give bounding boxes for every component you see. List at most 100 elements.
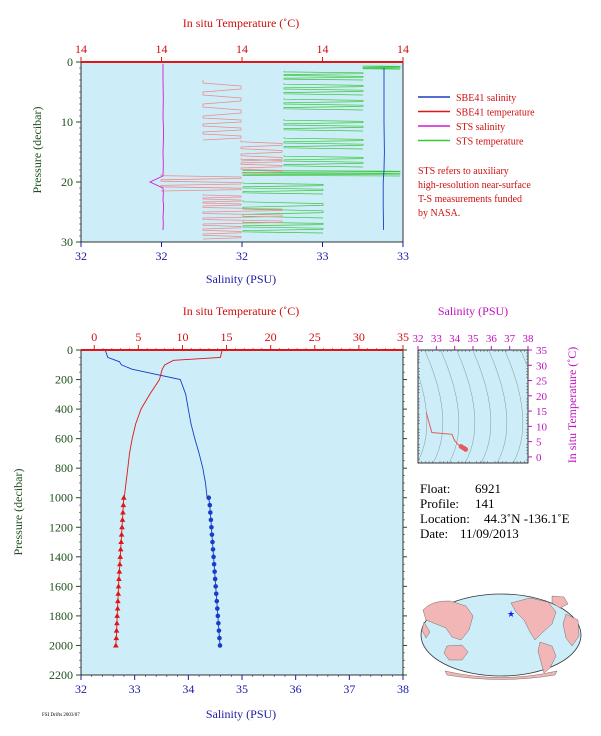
temperature-point	[116, 575, 122, 581]
main-pressure-tick-label: 1200	[49, 520, 73, 534]
ts-salinity-axis-title: Salinity (PSU)	[438, 304, 508, 318]
temperature-point	[120, 494, 127, 500]
main-temperature-tick-label: 10	[176, 330, 188, 344]
main-temperature-tick-label: 15	[221, 330, 233, 344]
salinity-point	[216, 620, 221, 626]
sts-temperature-segment	[283, 137, 364, 150]
temperature-point	[117, 553, 124, 559]
salinity-point	[216, 628, 222, 633]
float-value: 6921	[475, 481, 501, 496]
near-surface-salinity-axis-title: Salinity (PSU)	[206, 272, 276, 286]
salinity-point	[214, 598, 220, 604]
sbe41-temperature-segment	[240, 140, 283, 162]
profile-label: Profile:	[420, 496, 459, 511]
salinity-point	[209, 524, 214, 530]
main-pressure-tick-label: 1800	[49, 609, 73, 623]
ts-temperature-tick-label: 5	[536, 437, 542, 449]
salinity-point	[210, 539, 215, 545]
near-surface-pressure-tick-label: 10	[61, 115, 73, 129]
sts-temperature-segment	[242, 221, 324, 234]
temperature-point	[114, 605, 121, 611]
sts-temperature-segment	[283, 155, 364, 168]
note-line: high-resolution near-surface	[418, 180, 531, 191]
sbe41-temperature-segment	[202, 80, 242, 117]
near-surface-temperature-axis-title: In situ Temperature (˚C)	[183, 16, 300, 30]
land-europe-west	[421, 621, 431, 639]
legend-label: STS temperature	[456, 137, 524, 148]
location-label: Location:	[420, 511, 470, 526]
near-surface-temperature-tick-label: 14	[236, 42, 248, 56]
main-profile-panel: 0 5 10 15 20 25 30 35 32 33 34 35 36 37 38 0 200 400 600 80…	[11, 304, 409, 721]
salinity-point	[213, 584, 219, 589]
main-salinity-tick-label: 36	[290, 682, 302, 696]
sbe41-temperature-segment	[160, 174, 242, 192]
ts-salinity-tick-label: 36	[486, 333, 498, 345]
ts-diagram-panel: 32 33 34 35 36 37 38 0 5 10 15 20 25 30 35 Salinity (P…	[413, 304, 580, 468]
date-label: Date:	[420, 526, 448, 541]
density-isoline	[456, 350, 476, 463]
salinity-point	[208, 510, 213, 515]
ts-salinity-tick-label: 32	[413, 333, 424, 345]
sts-temperature-trace	[242, 65, 401, 234]
salinity-point	[210, 547, 216, 552]
temperature-point	[113, 642, 119, 648]
density-isolines	[418, 340, 555, 468]
main-pressure-tick-label: 1600	[49, 579, 73, 593]
near-surface-pressure-tick-label: 0	[67, 55, 73, 69]
main-plot-area	[80, 349, 404, 676]
main-pressure-axis-title: Pressure (decibar)	[11, 469, 25, 556]
salinity-point	[211, 554, 216, 560]
main-pressure-tick-label: 0	[67, 343, 73, 357]
salinity-point	[212, 576, 218, 582]
near-surface-pressure-tick-label: 20	[61, 175, 73, 189]
main-salinity-tick-label: 34	[182, 682, 194, 696]
sts-temperature-segment	[283, 119, 364, 132]
density-isoline	[520, 350, 528, 370]
ts-temperature-tick-label: 30	[536, 360, 548, 372]
sts-temperature-segment	[242, 182, 324, 195]
near-surface-temperature-tick-label: 14	[397, 42, 409, 56]
density-isoline	[532, 340, 555, 468]
ts-temperature-tick-label: 35	[536, 345, 548, 357]
near-surface-temperature-tick-label: 14	[317, 42, 329, 56]
sts-temperature-segment	[283, 98, 364, 111]
sts-temperature-segment	[283, 71, 364, 81]
ts-salinity-tick-label: 33	[431, 333, 443, 345]
near-surface-salinity-tick-label: 32	[75, 249, 87, 263]
near-surface-salinity-tick-label: 32	[236, 249, 248, 263]
location-value: 44.3˚N -136.1˚E	[484, 511, 570, 526]
sbe41-temperature-segment	[240, 158, 283, 174]
sbe41-temperature-segment	[202, 194, 242, 207]
density-isoline	[440, 350, 460, 463]
salinity-point	[217, 643, 223, 648]
sts-salinity-line	[148, 63, 165, 231]
footer-credit: FSI Drifts 2003/07	[42, 713, 80, 718]
sts-temperature-segment	[242, 200, 324, 219]
temperature-point	[117, 546, 124, 552]
density-isoline	[488, 350, 508, 463]
salinity-point	[215, 613, 221, 619]
temperature-point	[114, 612, 120, 618]
near-surface-panel: 14 14 14 14 14 32 32 32 33 33 0 10 20 30 In situ Temp…	[30, 16, 409, 286]
main-temperature-tick-label: 35	[397, 330, 409, 344]
note-line: STS refers to auxiliary	[418, 166, 509, 177]
legend-label: STS salinity	[456, 122, 505, 133]
main-pressure-tick-label: 400	[55, 402, 73, 416]
density-isoline	[472, 350, 492, 463]
main-salinity-tick-label: 35	[236, 682, 248, 696]
ts-temperature-tick-label: 10	[536, 421, 548, 433]
ts-salinity-tick-label: 37	[504, 333, 516, 345]
land-south-america	[537, 641, 557, 674]
main-pressure-tick-label: 2000	[49, 638, 73, 652]
sbe41-temperature-segment	[202, 206, 283, 225]
temperature-point	[114, 620, 120, 626]
temperature-point	[117, 561, 123, 567]
ts-temperature-tick-label: 20	[536, 391, 548, 403]
map-landmasses	[421, 595, 580, 680]
main-pressure-tick-label: 2200	[49, 668, 73, 682]
temperature-point	[118, 531, 125, 537]
temperature-point	[120, 502, 127, 508]
ts-salinity-tick-label: 35	[468, 333, 480, 345]
land-asia	[422, 600, 474, 641]
ts-salinity-tick-label: 38	[523, 333, 535, 345]
